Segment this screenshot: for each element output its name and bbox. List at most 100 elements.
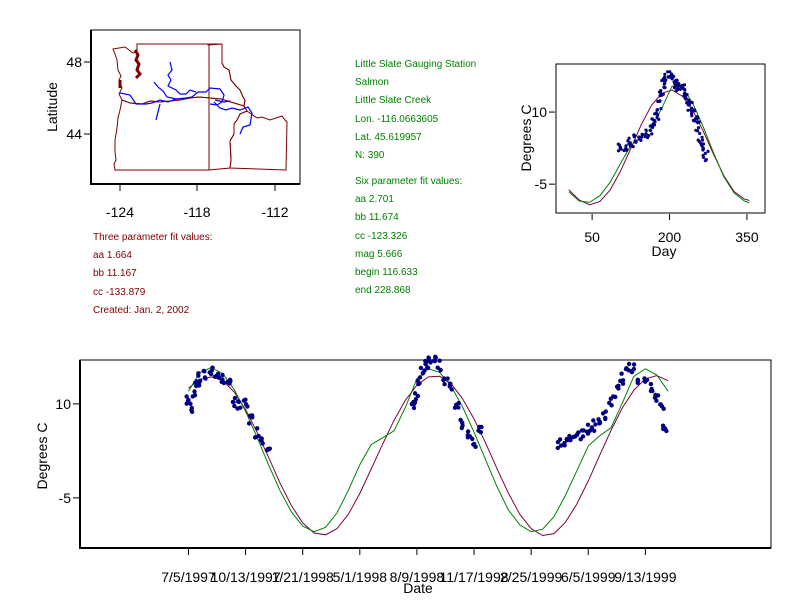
data-point	[662, 75, 667, 79]
data-point	[633, 133, 637, 137]
data-point	[568, 438, 573, 443]
map-frame	[90, 29, 301, 185]
data-point	[600, 411, 606, 416]
data-point	[689, 108, 693, 112]
longitude: Lon. -116.0663605	[355, 113, 439, 125]
data-point	[232, 395, 238, 401]
data-point	[425, 365, 431, 371]
day-y-label: Degrees C	[518, 105, 534, 172]
three-parameter-fit-line	[188, 375, 669, 537]
six-parameter-fit-line	[188, 366, 669, 533]
idaho-border	[208, 43, 288, 171]
data-point	[646, 136, 650, 140]
data-point	[477, 424, 482, 430]
data-point	[433, 355, 438, 360]
data-point	[649, 128, 653, 132]
data-point	[689, 100, 693, 104]
data-point	[252, 435, 258, 440]
data-point	[465, 435, 470, 440]
data-point	[247, 413, 253, 418]
data-point	[241, 398, 247, 403]
data-point	[656, 113, 660, 117]
three-parameter-fit-line	[568, 89, 750, 206]
data-point	[695, 115, 699, 119]
x-tick-label: 10/13/1997	[211, 569, 281, 585]
data-point	[417, 381, 422, 386]
data-point	[692, 108, 696, 112]
data-point	[683, 88, 687, 92]
three-param-bb: bb 11.167	[93, 268, 137, 280]
data-point	[422, 368, 427, 373]
six-param-end: end 228.868	[355, 285, 411, 297]
data-point	[663, 78, 667, 83]
data-point	[654, 398, 659, 403]
data-point	[259, 438, 264, 443]
data-point	[448, 381, 453, 386]
data-point	[628, 141, 633, 145]
snake-river	[213, 101, 253, 135]
data-point	[628, 144, 633, 148]
data-point	[246, 421, 252, 426]
data-point	[617, 143, 622, 147]
data-point	[558, 443, 564, 448]
data-point	[614, 384, 620, 389]
yakima-river	[153, 81, 177, 100]
data-point	[418, 365, 424, 371]
x-tick-label: 6/5/1999	[561, 569, 616, 585]
x-tick-label: 2/25/1999	[500, 569, 562, 585]
data-point	[192, 389, 197, 394]
map-y-ticks	[84, 61, 90, 135]
data-point	[653, 392, 658, 398]
data-point	[648, 381, 654, 387]
data-point	[458, 417, 463, 423]
data-point	[627, 136, 631, 140]
x-tick-label: 9/13/1999	[614, 569, 676, 585]
x-tick-label: 1/21/1998	[272, 569, 334, 585]
data-point	[208, 371, 214, 377]
data-point	[256, 433, 261, 439]
x-tick-label: 350	[735, 229, 759, 245]
data-point	[562, 443, 567, 448]
data-point	[635, 377, 640, 382]
x-tick-label: 50	[584, 229, 600, 245]
map-x-tick-label: -112	[262, 204, 289, 220]
data-point	[452, 405, 458, 410]
data-point	[701, 142, 706, 146]
three-param-aa: aa 1.664	[93, 250, 132, 262]
data-point	[557, 437, 563, 442]
data-point	[653, 112, 657, 116]
data-point	[657, 99, 662, 103]
data-point	[230, 399, 236, 405]
puget-sound-islands	[133, 49, 142, 80]
data-point	[686, 108, 690, 112]
data-point	[412, 391, 418, 396]
data-point	[186, 398, 191, 403]
data-point	[189, 407, 194, 413]
data-point	[471, 442, 476, 447]
three-param-block: Three parameter fit values: aa 1.664 bb …	[93, 229, 213, 320]
rivers	[119, 61, 253, 135]
data-point	[649, 124, 654, 128]
data-point	[626, 139, 630, 143]
data-point	[659, 107, 663, 111]
day-chart-frame	[555, 63, 766, 214]
data-point	[700, 135, 704, 139]
data-point	[698, 131, 702, 136]
data-point	[238, 405, 243, 410]
data-point	[202, 369, 207, 374]
data-point	[584, 429, 590, 434]
data-point	[704, 158, 708, 162]
data-point	[624, 366, 629, 371]
data-point	[411, 405, 417, 411]
map-x-tick-label: -118	[184, 204, 211, 220]
data-point	[589, 425, 595, 430]
data-point	[703, 151, 707, 156]
data-point	[449, 387, 454, 392]
data-point	[555, 445, 560, 451]
data-point	[581, 428, 586, 433]
data-point	[640, 135, 644, 139]
data-point	[681, 86, 685, 90]
data-point	[700, 138, 705, 142]
six-param-title: Six parameter fit values:	[355, 176, 463, 187]
